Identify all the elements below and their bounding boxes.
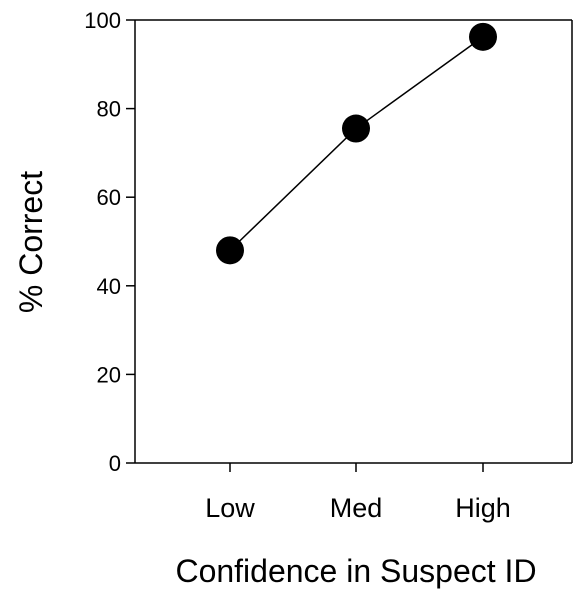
series-line	[229, 36, 484, 251]
y-tick-label: 100	[84, 8, 121, 33]
data-point	[469, 22, 497, 51]
x-tick-label: High	[455, 493, 511, 523]
x-tick-label: Med	[330, 493, 383, 523]
y-tick-label: 60	[97, 185, 121, 210]
series	[216, 22, 497, 265]
axes	[134, 19, 573, 464]
y-tick-label: 0	[109, 451, 121, 476]
data-point	[342, 114, 370, 143]
ticks: 0 20 40 60 80 100 Low Med High	[84, 8, 510, 523]
x-axis-title: Confidence in Suspect ID	[175, 553, 536, 589]
y-tick-label: 80	[97, 97, 121, 122]
data-point	[216, 236, 244, 265]
x-tick-label: Low	[205, 493, 255, 523]
y-axis-title: % Correct	[13, 171, 49, 313]
y-tick-label: 40	[97, 274, 121, 299]
y-tick-label: 20	[97, 362, 121, 387]
